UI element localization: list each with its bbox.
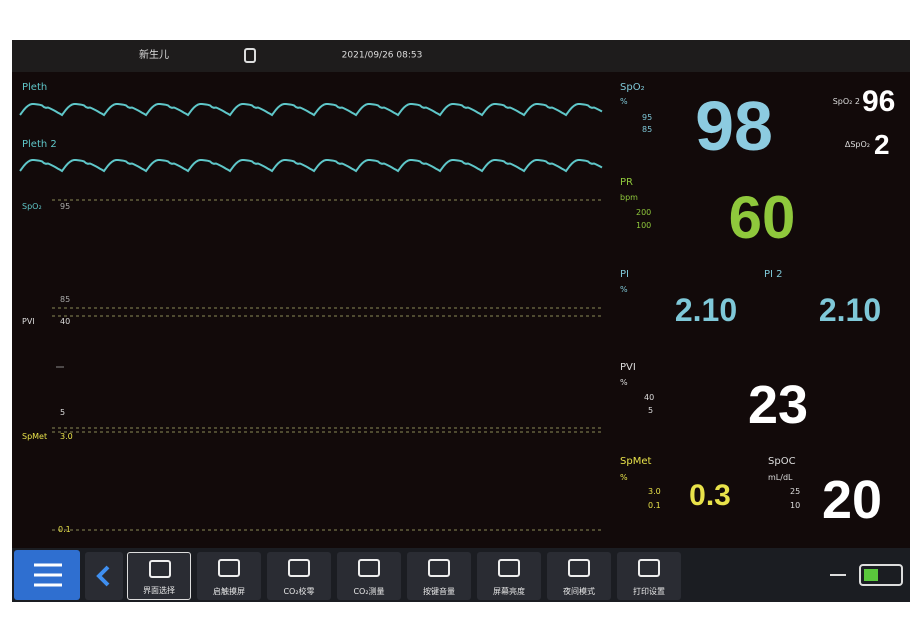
toolbar-button[interactable]: 启触摸屏 [197,552,261,600]
button-label: 启触摸屏 [213,587,245,596]
trend-scale: 0.1 [58,525,71,534]
button-icon [498,559,520,577]
button-icon [218,559,240,577]
datetime: 2021/09/26 08:53 [341,50,423,61]
param-unit: % [620,473,628,482]
param-label: PVI [620,362,636,373]
param-label: PI [620,269,629,280]
button-icon [358,559,380,577]
patient-type: 新生儿 [139,50,169,61]
button-label: 打印设置 [633,587,665,596]
monitor-screen: 新生儿 2021/09/26 08:53 Pleth Pleth 2 SpO₂ … [12,40,910,602]
device-icon [244,48,256,63]
param-label: ΔSpO₂ [844,140,870,149]
alarm-limit: 0.1 [648,501,661,510]
param-label: SpOC [768,456,796,467]
trend-label: SpO₂ [22,202,42,211]
toolbar: 界面选择 启触摸屏 CO₂校零 CO₂测量 按键音量 屏幕亮度 夜间模式 打印设置 [12,548,910,602]
wave-label: Pleth [22,82,48,93]
alarm-limit: 200 [636,208,652,217]
alarm-limit: 10 [790,501,801,510]
status-bar: 新生儿 2021/09/26 08:53 [12,40,910,72]
param-value: 2.10 [818,292,882,328]
param-label: SpO₂ [620,82,645,93]
waveform-layer [19,103,603,531]
param-value: 98 [695,87,773,165]
pleth-wave [19,103,603,117]
param-label: SpMet [620,456,652,467]
trend-label: SpMet [22,432,48,441]
alarm-limit: 25 [790,487,801,496]
toolbar-button[interactable]: 夜间模式 [547,552,611,600]
alarm-limit: 5 [648,406,654,415]
button-label: 按键音量 [423,587,455,596]
button-label: 夜间模式 [563,587,595,596]
alarm-limit: 40 [644,393,655,402]
toolbar-button[interactable]: 界面选择 [127,552,191,600]
pleth-wave [19,159,603,173]
button-icon [149,560,171,578]
trend-label: PVI [22,317,35,326]
button-label: CO₂测量 [353,587,385,596]
param-value: 20 [821,470,883,530]
param-value: 2.10 [674,292,738,328]
button-icon [428,559,450,577]
trend-scale: 40 [60,317,71,326]
trend-scale: 5 [60,408,66,417]
toolbar-button[interactable]: CO₂校零 [267,552,331,600]
trend-scale: 95 [60,202,71,211]
battery-level [864,569,878,581]
button-icon [288,559,310,577]
param-value: 23 [747,375,809,435]
button-icon [568,559,590,577]
button-label: 界面选择 [143,586,175,595]
alarm-limit: 3.0 [648,487,661,496]
toolbar-button[interactable]: 打印设置 [617,552,681,600]
wave-label: Pleth 2 [22,139,57,150]
button-icon [638,559,660,577]
alarm-limit: 85 [642,125,653,134]
toolbar-button[interactable]: 屏幕亮度 [477,552,541,600]
button-label: CO₂校零 [283,587,315,596]
button-label: 屏幕亮度 [493,587,525,596]
param-unit: bpm [620,193,638,202]
param-label: PI 2 [764,269,783,280]
alarm-limit: 95 [642,113,653,122]
param-unit: % [620,97,628,106]
param-unit: mL/dL [768,473,793,482]
battery [859,564,903,586]
toolbar-button[interactable]: CO₂测量 [337,552,401,600]
param-label: SpO₂ 2 [832,97,860,106]
trend-scale: 85 [60,295,71,304]
alarm-limit: 100 [636,221,652,230]
back-button[interactable] [85,552,123,600]
trend-scale: 3.0 [60,432,73,441]
param-unit: % [620,378,628,387]
param-unit: % [620,285,628,294]
param-value: 2 [874,129,890,160]
param-label: PR [620,177,633,188]
param-value: 96 [862,85,896,118]
toolbar-button[interactable]: 按键音量 [407,552,471,600]
param-value: 0.3 [689,479,731,512]
param-value: 60 [728,184,796,251]
menu-button[interactable] [14,550,80,600]
